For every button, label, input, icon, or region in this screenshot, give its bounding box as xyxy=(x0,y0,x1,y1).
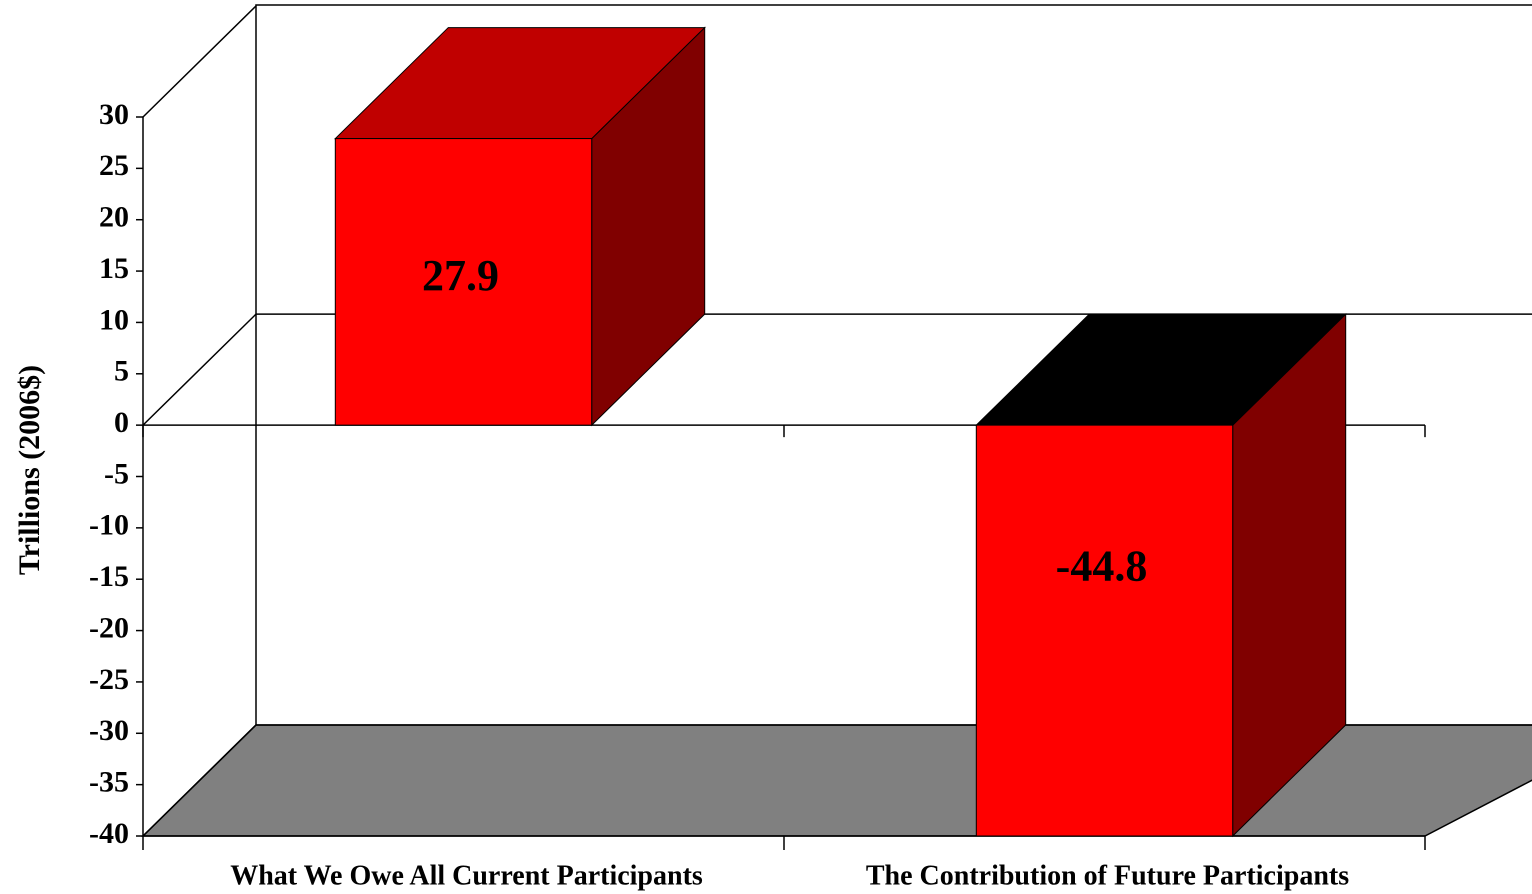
side-wall-zero xyxy=(142,313,257,426)
y-tick-label: 10 xyxy=(99,303,129,336)
y-tick-label: -10 xyxy=(89,509,129,542)
y-tick-label: -25 xyxy=(89,663,129,696)
side-wall-bottom xyxy=(142,724,257,837)
bar xyxy=(334,138,593,426)
y-tick-label: -20 xyxy=(89,611,129,644)
x-tick-label: The Contribution of Future Participants xyxy=(866,860,1349,891)
y-tick-label: -30 xyxy=(89,714,129,747)
y-tick-label: -40 xyxy=(89,817,129,850)
value-label: -44.8 xyxy=(1056,542,1148,591)
y-tick-label: 25 xyxy=(99,149,129,182)
side-wall-top xyxy=(142,5,257,118)
y-tick-label: 20 xyxy=(99,201,129,234)
y-tick-label: -35 xyxy=(89,766,129,799)
y-tick-label: 15 xyxy=(99,252,129,285)
back-wall xyxy=(255,4,1532,726)
bar xyxy=(975,424,1234,837)
value-label: 27.9 xyxy=(422,251,499,300)
y-tick-label: -5 xyxy=(104,457,129,490)
y-tick-label: 30 xyxy=(99,98,129,131)
y-tick-label: 0 xyxy=(114,406,129,439)
y-tick-label: -15 xyxy=(89,560,129,593)
y-axis-label: Trillions (2006$) xyxy=(13,365,46,575)
x-tick-label: What We Owe All Current Participants xyxy=(230,860,703,891)
y-tick-label: 5 xyxy=(114,355,129,388)
